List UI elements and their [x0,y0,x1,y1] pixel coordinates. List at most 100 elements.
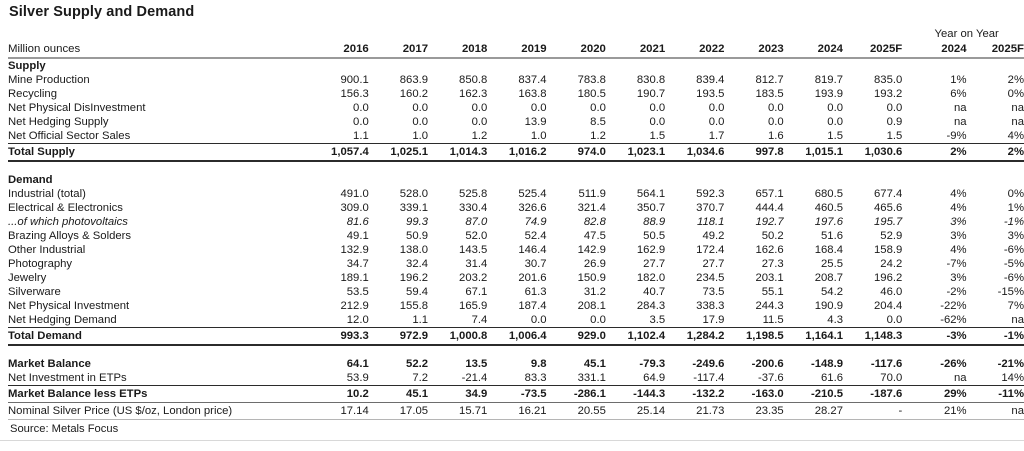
cell-yoy-2025f: 14% [1001,372,1024,384]
cell-2019: 30.7 [524,258,547,270]
cell-2017: 50.9 [406,230,429,242]
row-recycling: Recycling 156.3 160.2 162.3 163.8 180.5 190.7 1… [8,87,1024,101]
cell-2021: -79.3 [639,358,666,370]
row-label: Total Demand [8,327,310,346]
cell-2022: -132.2 [665,385,725,403]
cell-yoy-2024: 3% [950,272,967,284]
cell-yoy-2024: -26% [940,358,967,370]
cell-2024 [784,173,843,187]
col-header-2016: 2016 [309,42,369,59]
cell-2017: 1.0 [412,130,429,142]
cell-2021: 162.9 [636,244,666,256]
cell-2020: 331.1 [577,372,606,384]
cell-2017 [369,161,428,173]
cell-2017: 339.1 [399,202,429,214]
cell-2024: 1,015.1 [783,143,843,162]
cell-yoy-2024 [909,161,966,173]
header-spacer [665,27,724,42]
cell-2019 [487,173,546,187]
cell-2017 [369,345,428,357]
row-label [8,345,309,357]
cell-2020 [547,173,606,187]
header-spacer [606,27,665,42]
row-total-supply: Total Supply 1,057.4 1,025.1 1,014.3 1,016.2… [8,143,1024,162]
cell-2018: 87.0 [465,216,488,228]
cell-2022: -249.6 [692,358,725,370]
cell-2023 [724,173,783,187]
cell-2018: 7.4 [471,314,488,326]
cell-yoy-2024: 21% [909,402,967,420]
row-net-hedging-supply: Net Hedging Supply 0.0 0.0 0.0 13.9 8.5 0.0 0.0… [8,115,1024,129]
cell-2017: 17.05 [368,402,429,420]
cell-yoy-2025f: -6% [1003,272,1024,284]
cell-2016: 132.9 [340,244,369,256]
cell-2020: 31.2 [583,286,606,298]
cell-2018: 165.9 [459,300,488,312]
cell-2018: 15.71 [428,402,488,420]
cell-2018: 1,014.3 [428,143,488,162]
row-label: Net Hedging Demand [8,314,117,326]
header-spacer [309,27,368,42]
row-label: Market Balance less ETPs [8,385,310,403]
cell-yoy-2025f: 0% [1007,188,1024,200]
cell-2020: 0.0 [590,102,606,114]
cell-2021: 0.0 [649,116,666,128]
column-gap [902,161,909,173]
cell-2016: 900.1 [340,74,369,86]
col-header-yoy-2024: 2024 [909,42,967,59]
cell-2024: 460.5 [814,202,843,214]
cell-yoy-2024 [909,345,966,357]
column-gap [902,327,910,346]
cell-2021: 88.9 [643,216,666,228]
cell-yoy-2024: 4% [950,202,967,214]
cell-2023: 244.3 [755,300,784,312]
cell-2019: 187.4 [518,300,547,312]
row-label: Total Supply [8,143,310,162]
cell-2020: 1.2 [590,130,606,142]
cell-2020 [547,161,606,173]
cell-yoy-2025f: na [1011,102,1024,114]
cell-2023: 0.0 [768,102,784,114]
cell-2025f: 193.2 [874,88,903,100]
cell-2018 [428,345,487,357]
cell-2016: 53.5 [346,286,369,298]
cell-2018: -21.4 [461,372,488,384]
cell-2024: 680.5 [814,188,843,200]
cell-yoy-2024: na [954,372,967,384]
cell-2023: -37.6 [757,372,784,384]
cell-2019: 1,016.2 [487,143,547,162]
cell-2021: 350.7 [636,202,666,214]
cell-2020: 321.4 [577,202,606,214]
cell-yoy-2024: 4% [950,188,967,200]
cell-2018: 0.0 [471,116,488,128]
cell-2022: 370.7 [696,202,725,214]
cell-2017: 0.0 [412,102,429,114]
cell-2018 [428,161,487,173]
cell-2017: 99.3 [406,216,429,228]
cell-yoy-2025f: -5% [1003,258,1024,270]
cell-2024: -148.9 [810,358,843,370]
cell-2022: 118.1 [697,216,725,228]
header-spacer [369,27,428,42]
cell-2022 [665,345,724,357]
cell-2018: 525.8 [459,188,488,200]
cell-2019: 52.4 [524,230,547,242]
row-label: Demand [8,174,53,186]
cell-yoy-2024: 29% [909,385,967,403]
cell-2018 [428,173,487,187]
col-header-2021: 2021 [605,42,666,59]
cell-2019: 201.6 [518,272,547,284]
cell-2022: 1,034.6 [665,143,725,162]
supply-demand-table: Year on Year Million ounces 2016 2017 20… [8,27,1024,420]
cell-2023: 997.8 [724,143,784,162]
cell-2019 [487,345,546,357]
cell-2024: 51.6 [821,230,843,242]
cell-2019: 83.3 [524,372,547,384]
cell-2023: 55.1 [761,286,784,298]
cell-2020: 0.0 [590,314,606,326]
section-header-supply: Supply [8,58,1024,73]
cell-2022: 193.5 [696,88,725,100]
page-title: Silver Supply and Demand [9,4,195,20]
cell-2017: 972.9 [368,327,429,346]
cell-2020: 783.8 [577,74,606,86]
